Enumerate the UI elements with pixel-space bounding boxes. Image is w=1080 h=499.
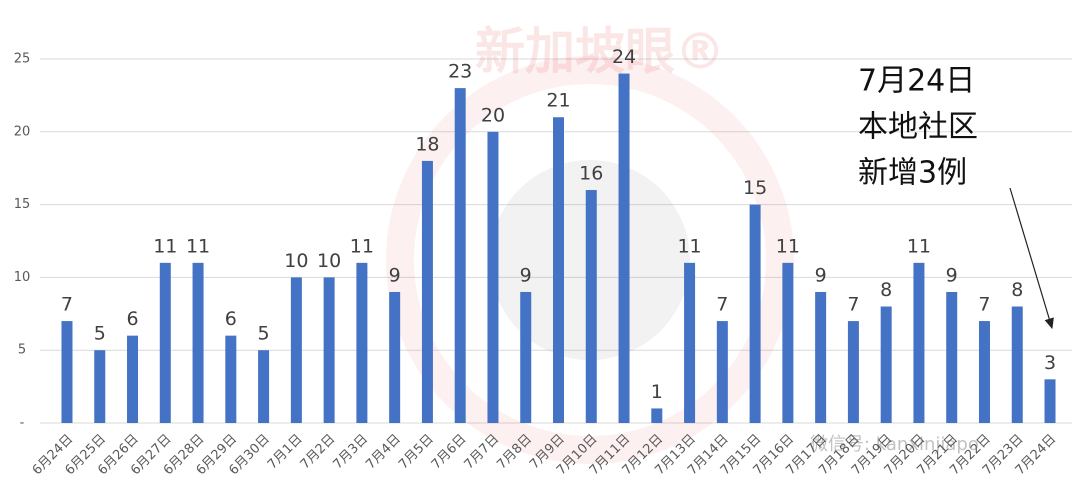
x-tick-label: 7月3日	[331, 432, 372, 473]
bar	[323, 277, 335, 423]
bar	[290, 277, 302, 423]
bar	[389, 291, 401, 423]
value-label: 9	[946, 264, 958, 286]
bar	[913, 262, 925, 423]
bar	[978, 321, 990, 423]
value-label: 20	[481, 104, 505, 126]
value-label: 11	[907, 235, 931, 257]
x-tick-label: 7月1日	[265, 432, 306, 473]
bar	[553, 117, 564, 424]
bar	[651, 408, 663, 423]
watermark-logo	[386, 56, 794, 464]
bar	[356, 262, 368, 423]
value-label: 10	[284, 250, 308, 272]
value-label: 9	[520, 264, 532, 286]
y-tick-label: 5	[18, 343, 26, 358]
y-tick-label: 25	[14, 52, 31, 67]
bar	[716, 321, 728, 423]
bar	[127, 335, 139, 423]
bar	[94, 350, 106, 423]
value-label: 11	[677, 235, 701, 257]
y-tick-label: -	[20, 416, 25, 431]
value-label: 5	[94, 323, 106, 345]
value-label: 23	[448, 61, 472, 83]
bar	[782, 262, 794, 423]
bar	[880, 306, 892, 423]
value-label: 7	[716, 294, 728, 316]
bar	[585, 190, 597, 423]
value-label: 24	[612, 46, 636, 68]
bar	[421, 160, 433, 424]
bar	[847, 321, 859, 423]
value-label: 7	[978, 294, 990, 316]
x-tick-label: 7月6日	[429, 432, 470, 473]
x-tick-label: 7月7日	[462, 432, 503, 473]
bar	[749, 204, 761, 423]
y-tick-label: 10	[14, 270, 31, 285]
y-tick-label: 20	[14, 124, 31, 139]
annotation: 新增3例	[858, 156, 967, 191]
bar	[946, 291, 958, 423]
value-label: 6	[126, 308, 138, 330]
value-label: 8	[880, 279, 892, 301]
value-label: 3	[1044, 352, 1056, 374]
value-label: 7	[61, 294, 73, 316]
annotation: 本地社区	[858, 110, 978, 145]
bar	[684, 262, 696, 423]
x-tick-label: 7月2日	[298, 432, 339, 473]
bar	[192, 262, 204, 423]
y-tick-label: 15	[14, 197, 31, 212]
value-label: 10	[317, 250, 341, 272]
bar	[487, 131, 499, 424]
bar	[159, 262, 171, 423]
bar	[1044, 379, 1056, 423]
value-label: 11	[153, 235, 177, 257]
annotation-arrow	[1009, 187, 1054, 330]
value-label: 5	[258, 323, 270, 345]
x-tick-label: 7月4日	[363, 432, 404, 473]
value-label: 8	[1011, 279, 1023, 301]
x-tick-label: 7月5日	[396, 432, 437, 473]
value-label: 18	[415, 133, 439, 155]
bar	[1011, 306, 1023, 423]
watermark: 新加坡眼®	[475, 23, 725, 81]
value-label: 21	[546, 90, 570, 112]
value-label: 11	[186, 235, 210, 257]
bar	[815, 291, 827, 423]
annotation: 7月24日	[858, 64, 975, 99]
bar	[618, 73, 630, 423]
value-label: 1	[651, 381, 663, 403]
bar	[61, 321, 73, 423]
bar	[258, 350, 270, 423]
bar	[520, 291, 532, 423]
bar	[454, 88, 466, 424]
value-label: 11	[350, 235, 374, 257]
value-label: 16	[579, 163, 603, 185]
watermark: 微信号: kanxinjiapo	[810, 434, 979, 455]
value-label: 9	[815, 264, 827, 286]
value-label: 6	[225, 308, 237, 330]
value-label: 9	[389, 264, 401, 286]
value-label: 7	[847, 294, 859, 316]
bar	[225, 335, 237, 423]
value-label: 15	[743, 177, 767, 199]
value-label: 11	[776, 235, 800, 257]
